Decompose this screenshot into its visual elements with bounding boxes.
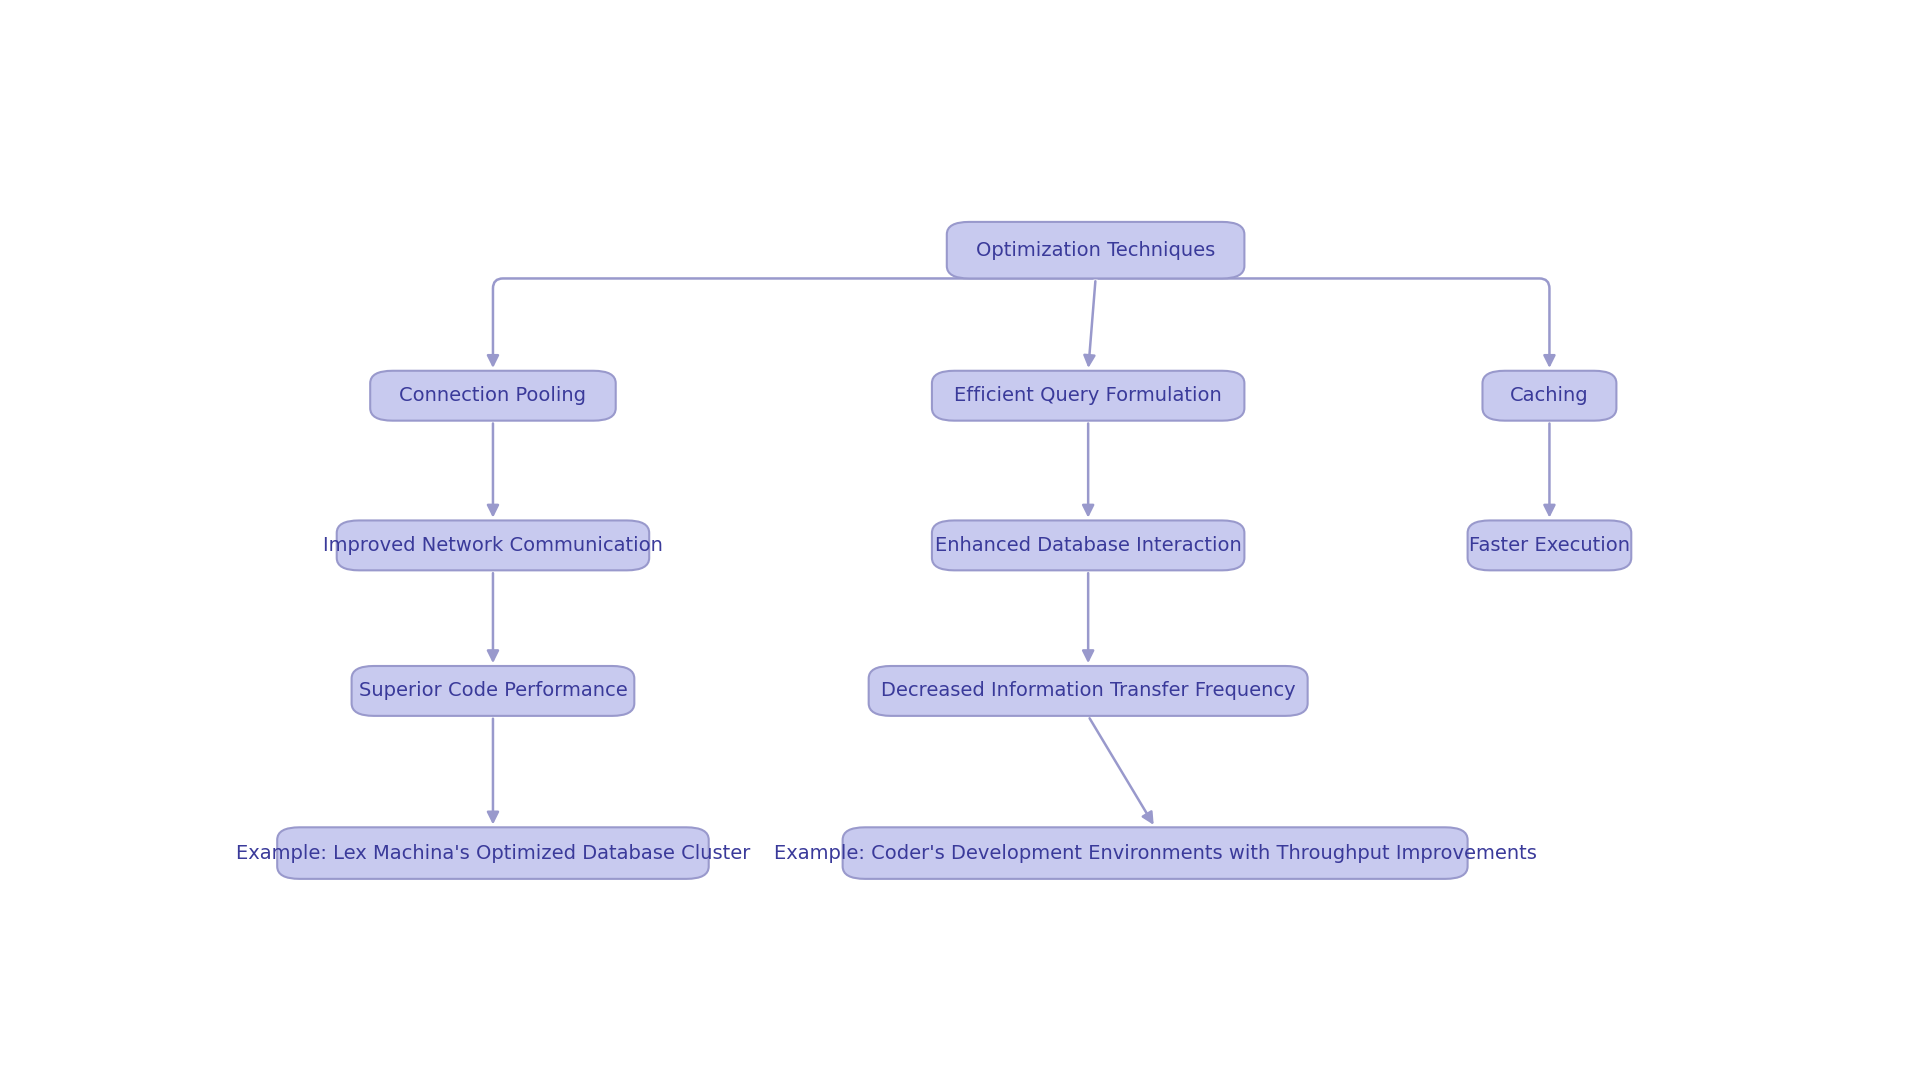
- FancyBboxPatch shape: [868, 666, 1308, 716]
- Text: Faster Execution: Faster Execution: [1469, 536, 1630, 555]
- Text: Connection Pooling: Connection Pooling: [399, 387, 586, 405]
- FancyBboxPatch shape: [931, 370, 1244, 420]
- Text: Caching: Caching: [1511, 387, 1588, 405]
- Text: Enhanced Database Interaction: Enhanced Database Interaction: [935, 536, 1242, 555]
- FancyBboxPatch shape: [1467, 521, 1632, 570]
- FancyBboxPatch shape: [931, 521, 1244, 570]
- FancyBboxPatch shape: [1482, 370, 1617, 420]
- Text: Example: Lex Machina's Optimized Database Cluster: Example: Lex Machina's Optimized Databas…: [236, 843, 751, 863]
- FancyBboxPatch shape: [843, 827, 1467, 879]
- Text: Decreased Information Transfer Frequency: Decreased Information Transfer Frequency: [881, 681, 1296, 701]
- FancyBboxPatch shape: [371, 370, 616, 420]
- Text: Improved Network Communication: Improved Network Communication: [323, 536, 662, 555]
- FancyBboxPatch shape: [351, 666, 634, 716]
- Text: Superior Code Performance: Superior Code Performance: [359, 681, 628, 701]
- Text: Efficient Query Formulation: Efficient Query Formulation: [954, 387, 1221, 405]
- Text: Optimization Techniques: Optimization Techniques: [975, 241, 1215, 259]
- Text: Example: Coder's Development Environments with Throughput Improvements: Example: Coder's Development Environment…: [774, 843, 1536, 863]
- FancyBboxPatch shape: [336, 521, 649, 570]
- FancyBboxPatch shape: [276, 827, 708, 879]
- FancyBboxPatch shape: [947, 221, 1244, 279]
